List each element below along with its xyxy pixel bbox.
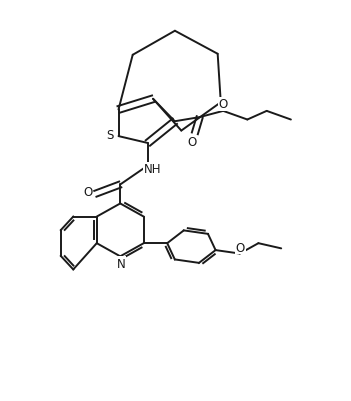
- Text: O: O: [187, 136, 197, 149]
- Text: O: O: [83, 185, 92, 198]
- Text: O: O: [236, 241, 245, 254]
- Text: O: O: [219, 98, 228, 111]
- Text: S: S: [106, 129, 113, 142]
- Text: NH: NH: [144, 163, 161, 176]
- Text: N: N: [117, 257, 125, 270]
